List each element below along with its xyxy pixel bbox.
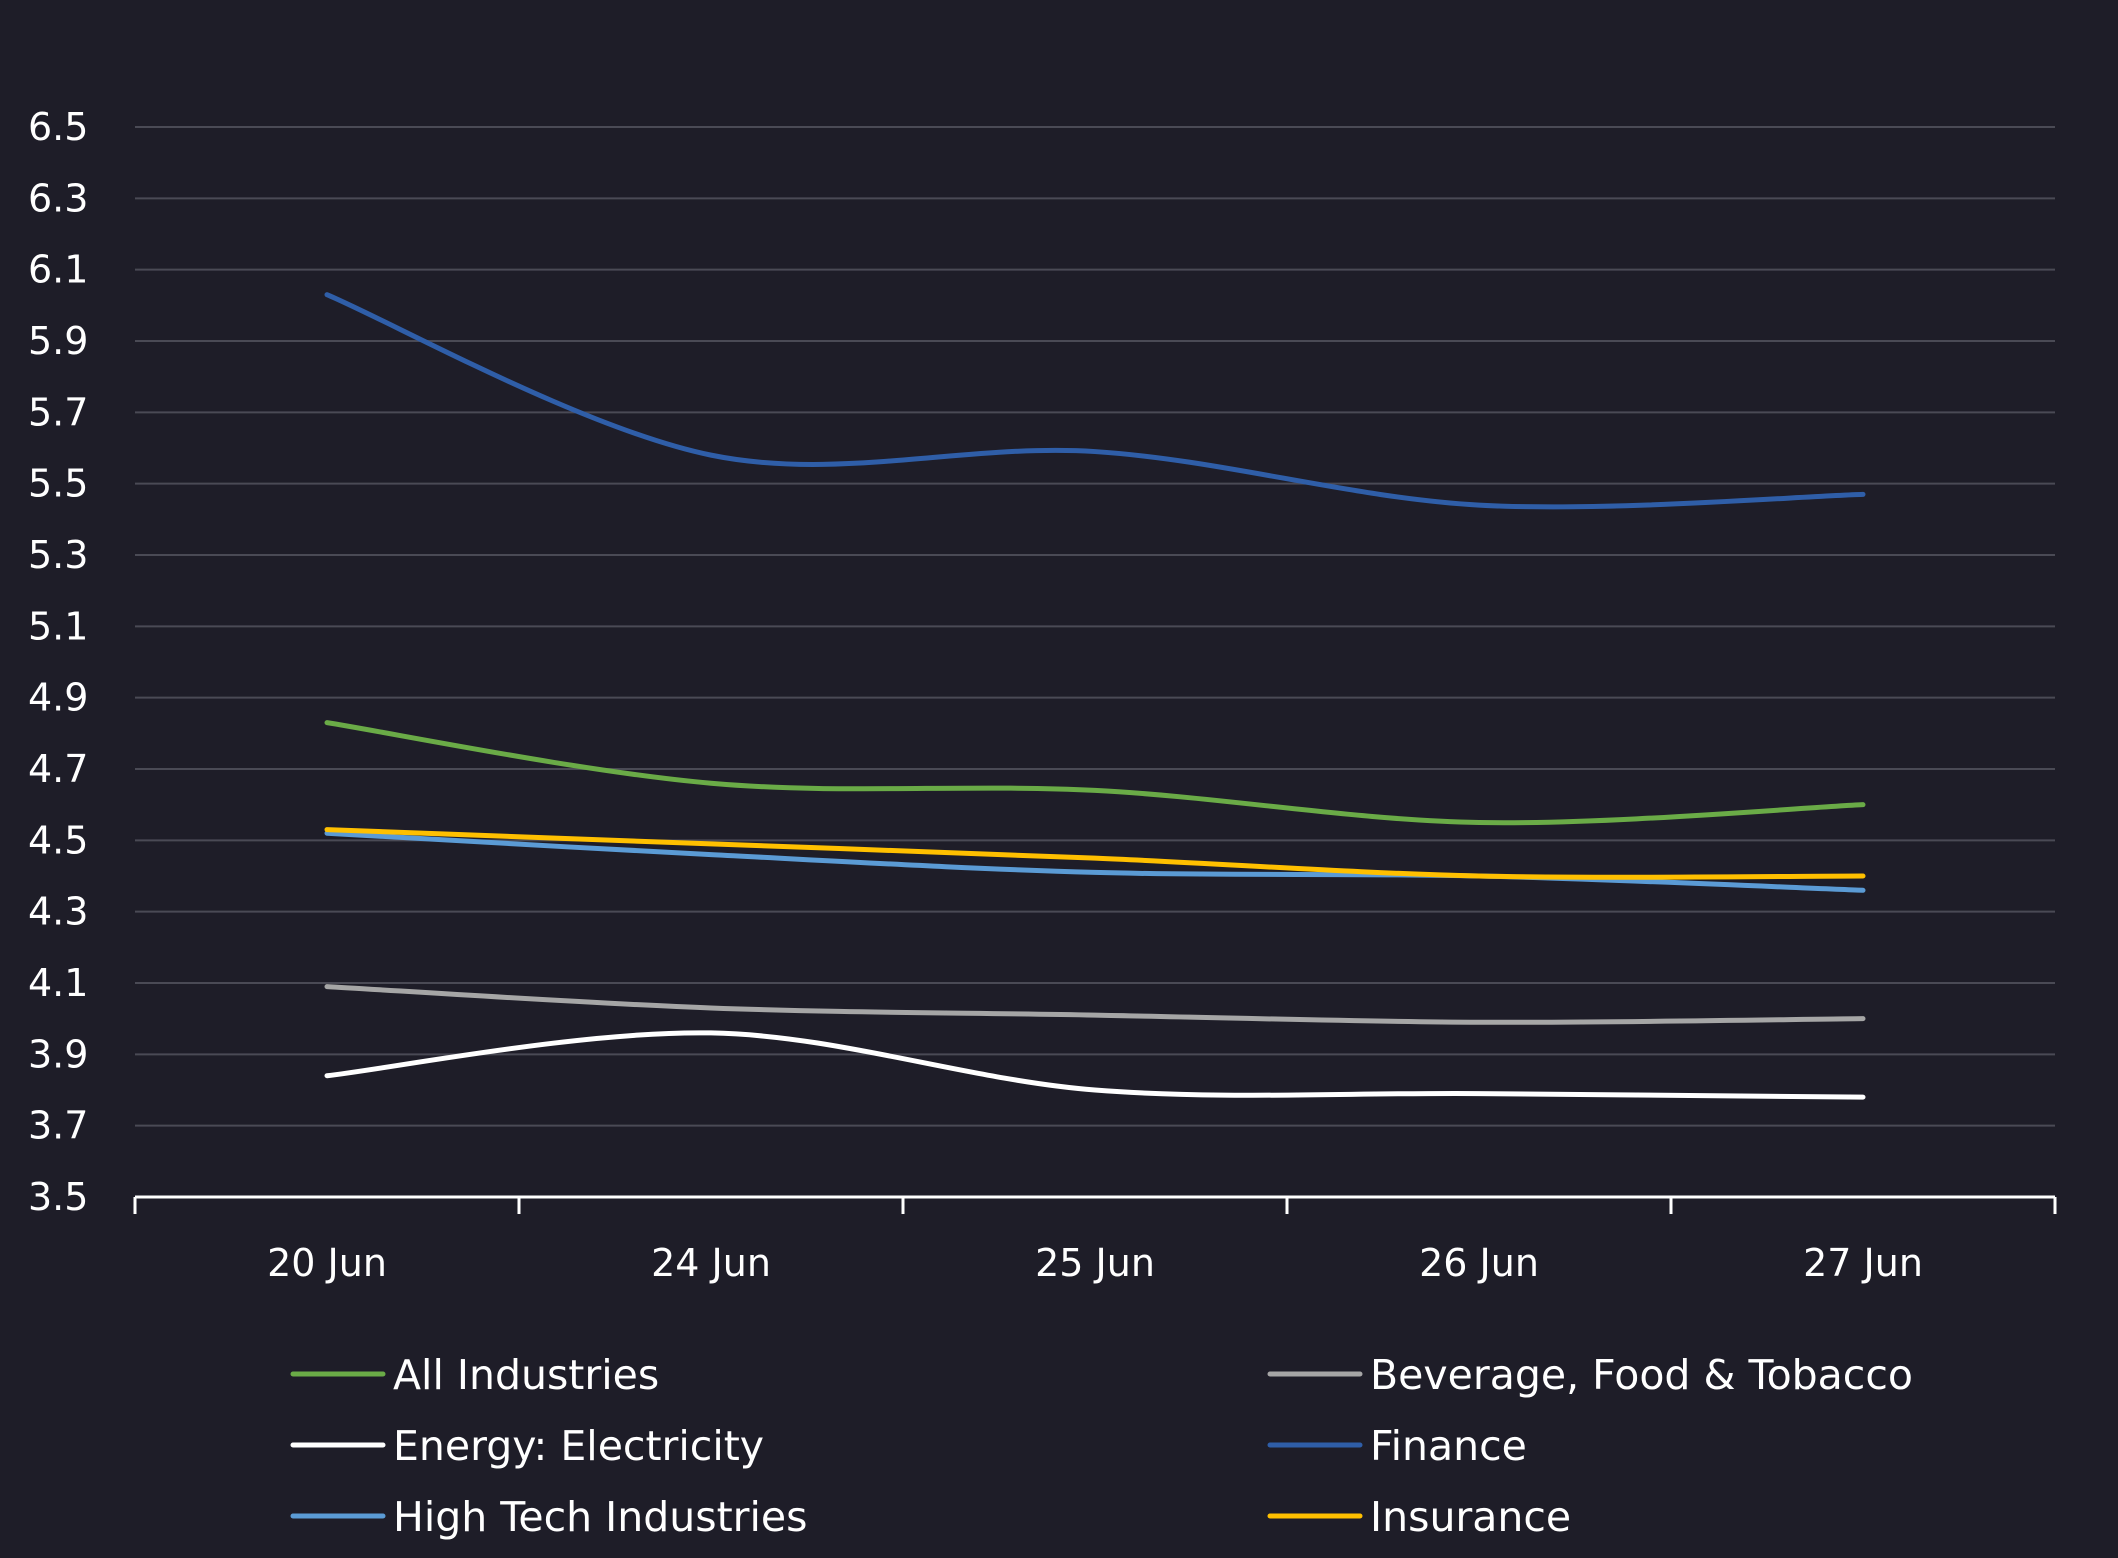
y-tick-label: 3.5 — [28, 1175, 88, 1219]
legend-item: All Industries — [290, 1351, 659, 1399]
legend-item: Finance — [1267, 1422, 1527, 1470]
y-tick-label: 4.1 — [28, 961, 88, 1005]
y-tick-label: 5.7 — [28, 390, 88, 434]
y-tick-label: 5.1 — [28, 604, 88, 648]
series-line-high-tech-industries — [324, 830, 1866, 893]
grid — [135, 126, 2055, 1127]
y-tick-label: 5.5 — [28, 462, 88, 506]
legend: All Industries Beverage, Food & Tobacco En… — [290, 1351, 1913, 1541]
y-tick-label: 4.9 — [28, 676, 88, 720]
x-tick-label: 27 Jun — [1803, 1241, 1923, 1285]
x-tick-label: 26 Jun — [1419, 1241, 1539, 1285]
y-tick-label: 3.9 — [28, 1032, 88, 1076]
y-tick-label: 4.5 — [28, 818, 88, 862]
legend-item: Energy: Electricity — [290, 1422, 764, 1470]
y-tick-label: 6.3 — [28, 176, 88, 220]
series-lines — [324, 292, 1866, 1100]
legend-label: All Industries — [393, 1351, 659, 1399]
series-line-beverage-food-tobacco — [324, 984, 1866, 1025]
y-tick-label: 5.9 — [28, 319, 88, 363]
x-axis: 20 Jun 24 Jun 25 Jun 26 Jun 27 Jun — [133, 1195, 2057, 1285]
series-line-insurance — [324, 827, 1866, 880]
y-axis-ticks: 3.5 3.7 3.9 4.1 4.3 4.5 4.7 4.9 5.1 5.3 5.5 5.7 5.9 6… — [28, 105, 88, 1219]
series-line-all-industries — [324, 720, 1866, 826]
legend-item: Beverage, Food & Tobacco — [1267, 1351, 1913, 1399]
y-tick-label: 5.3 — [28, 533, 88, 577]
legend-label: Finance — [1370, 1422, 1527, 1470]
y-tick-label: 3.7 — [28, 1104, 88, 1148]
legend-label: Insurance — [1370, 1493, 1571, 1541]
y-tick-label: 6.5 — [28, 105, 88, 149]
legend-label: Beverage, Food & Tobacco — [1370, 1351, 1913, 1399]
legend-label: Energy: Electricity — [393, 1422, 764, 1470]
y-tick-label: 4.3 — [28, 890, 88, 934]
legend-item: Insurance — [1267, 1493, 1571, 1541]
series-line-finance — [324, 292, 1866, 510]
x-tick-label: 24 Jun — [651, 1241, 771, 1285]
legend-item: High Tech Industries — [290, 1493, 807, 1541]
x-tick-label: 20 Jun — [267, 1241, 387, 1285]
y-tick-label: 4.7 — [28, 747, 88, 791]
series-line-energy-electricity — [324, 1030, 1866, 1100]
y-tick-label: 6.1 — [28, 248, 88, 292]
legend-label: High Tech Industries — [393, 1493, 807, 1541]
x-tick-label: 25 Jun — [1035, 1241, 1155, 1285]
